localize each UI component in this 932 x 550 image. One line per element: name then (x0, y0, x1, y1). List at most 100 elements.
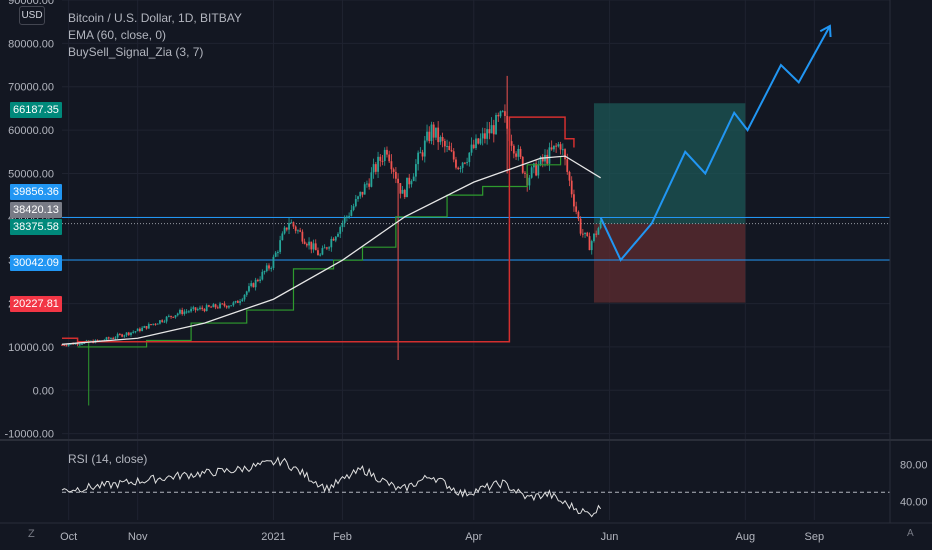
candle-body (564, 149, 566, 160)
candle-body (61, 344, 63, 346)
candle-body (330, 238, 333, 248)
candle-body (272, 256, 275, 268)
candle-body (161, 320, 164, 322)
candle-body (328, 247, 330, 249)
ema-line (61, 155, 601, 345)
candle-body (288, 223, 290, 230)
candle-body (553, 145, 555, 150)
candle-body (512, 145, 515, 154)
candle-body (121, 334, 123, 337)
candle-body (497, 114, 500, 117)
candle-body (152, 323, 155, 325)
candle-body (134, 331, 137, 333)
candle-body (519, 148, 522, 157)
projection-line (599, 25, 831, 262)
currency-button[interactable]: USD (19, 6, 45, 25)
candle-body (457, 167, 460, 169)
candle-body (461, 162, 464, 168)
candle-body (223, 303, 226, 306)
x-tick-label: Oct (60, 531, 77, 543)
candle-body (270, 267, 273, 269)
candle-body (537, 164, 540, 176)
candle-body (303, 241, 306, 244)
candle-body (167, 315, 170, 317)
candle-body (379, 156, 382, 161)
candle-body (459, 167, 462, 169)
candle-body (127, 332, 130, 335)
candle-body (290, 222, 293, 224)
candle-body (410, 181, 413, 185)
candle-body (181, 309, 184, 315)
candle-body (455, 159, 457, 168)
candle-body (481, 133, 484, 139)
indicator-lines (61, 116, 601, 348)
y-tick-label: 80000.00 (8, 38, 54, 50)
candle-body (125, 332, 128, 336)
candle-body (470, 144, 473, 153)
candle-body (406, 177, 408, 198)
candle-body (390, 161, 393, 170)
candle-body (561, 149, 564, 151)
candle-body (515, 153, 517, 157)
candle-body (239, 301, 241, 303)
candle-body (341, 223, 344, 228)
candle-body (314, 243, 317, 251)
candle-body (225, 305, 228, 308)
candle-body (172, 316, 175, 318)
candle-body (450, 150, 453, 152)
candle-body (339, 227, 342, 234)
candle-body (150, 324, 152, 326)
candle-body (495, 114, 497, 135)
rsi-legend[interactable]: RSI (14, close) (68, 452, 148, 466)
candle-body (210, 306, 213, 308)
candle-body (524, 172, 526, 174)
candle-body (268, 265, 270, 269)
candle-body (301, 231, 304, 242)
candle-body (159, 320, 161, 324)
zoom-button[interactable]: Z (28, 528, 35, 540)
price-label-stop: 20227.81 (10, 296, 62, 312)
candle-body (446, 146, 448, 148)
candle-body (386, 149, 388, 155)
candle-body (581, 233, 584, 235)
candle-body (63, 344, 66, 346)
indicator-legend[interactable]: BuySell_Signal_Zia (3, 7) (68, 45, 204, 59)
candle-body (319, 254, 322, 256)
candle-body (557, 144, 560, 147)
candle-body (415, 164, 417, 177)
candle-body (590, 241, 593, 251)
loss-zone (593, 223, 746, 303)
candle-body (192, 307, 195, 309)
candle-body (401, 189, 404, 194)
candle-body (292, 222, 295, 227)
candle-body (443, 140, 446, 147)
y-tick-label: 50000.00 (8, 168, 54, 180)
candle-body (199, 307, 201, 310)
candle-body (584, 232, 586, 234)
y-tick-label: 90000.00 (8, 0, 54, 7)
candle-body (179, 309, 181, 314)
candle-body (236, 301, 239, 303)
y-tick-label: 0.00 (33, 385, 54, 397)
candle-body (370, 172, 373, 187)
y-tick-label: -10000.00 (4, 429, 54, 441)
candle-body (388, 154, 391, 162)
auto-scale-button[interactable]: A (907, 528, 914, 539)
candle-body (593, 233, 595, 242)
candle-body (132, 331, 135, 333)
price-label-resistance: 39856.36 (10, 184, 62, 200)
candle-body (136, 328, 139, 332)
candle-body (348, 215, 351, 217)
candle-body (156, 323, 159, 325)
candle-body (588, 236, 591, 251)
candle-body (477, 138, 480, 144)
candle-body (297, 230, 299, 232)
ema-legend[interactable]: EMA (60, close, 0) (68, 28, 167, 42)
candle-body (472, 144, 475, 149)
candle-body (194, 307, 197, 311)
candle-body (187, 311, 190, 313)
candle-body (397, 178, 399, 184)
candle-body (201, 307, 204, 310)
candle-body (541, 157, 544, 162)
